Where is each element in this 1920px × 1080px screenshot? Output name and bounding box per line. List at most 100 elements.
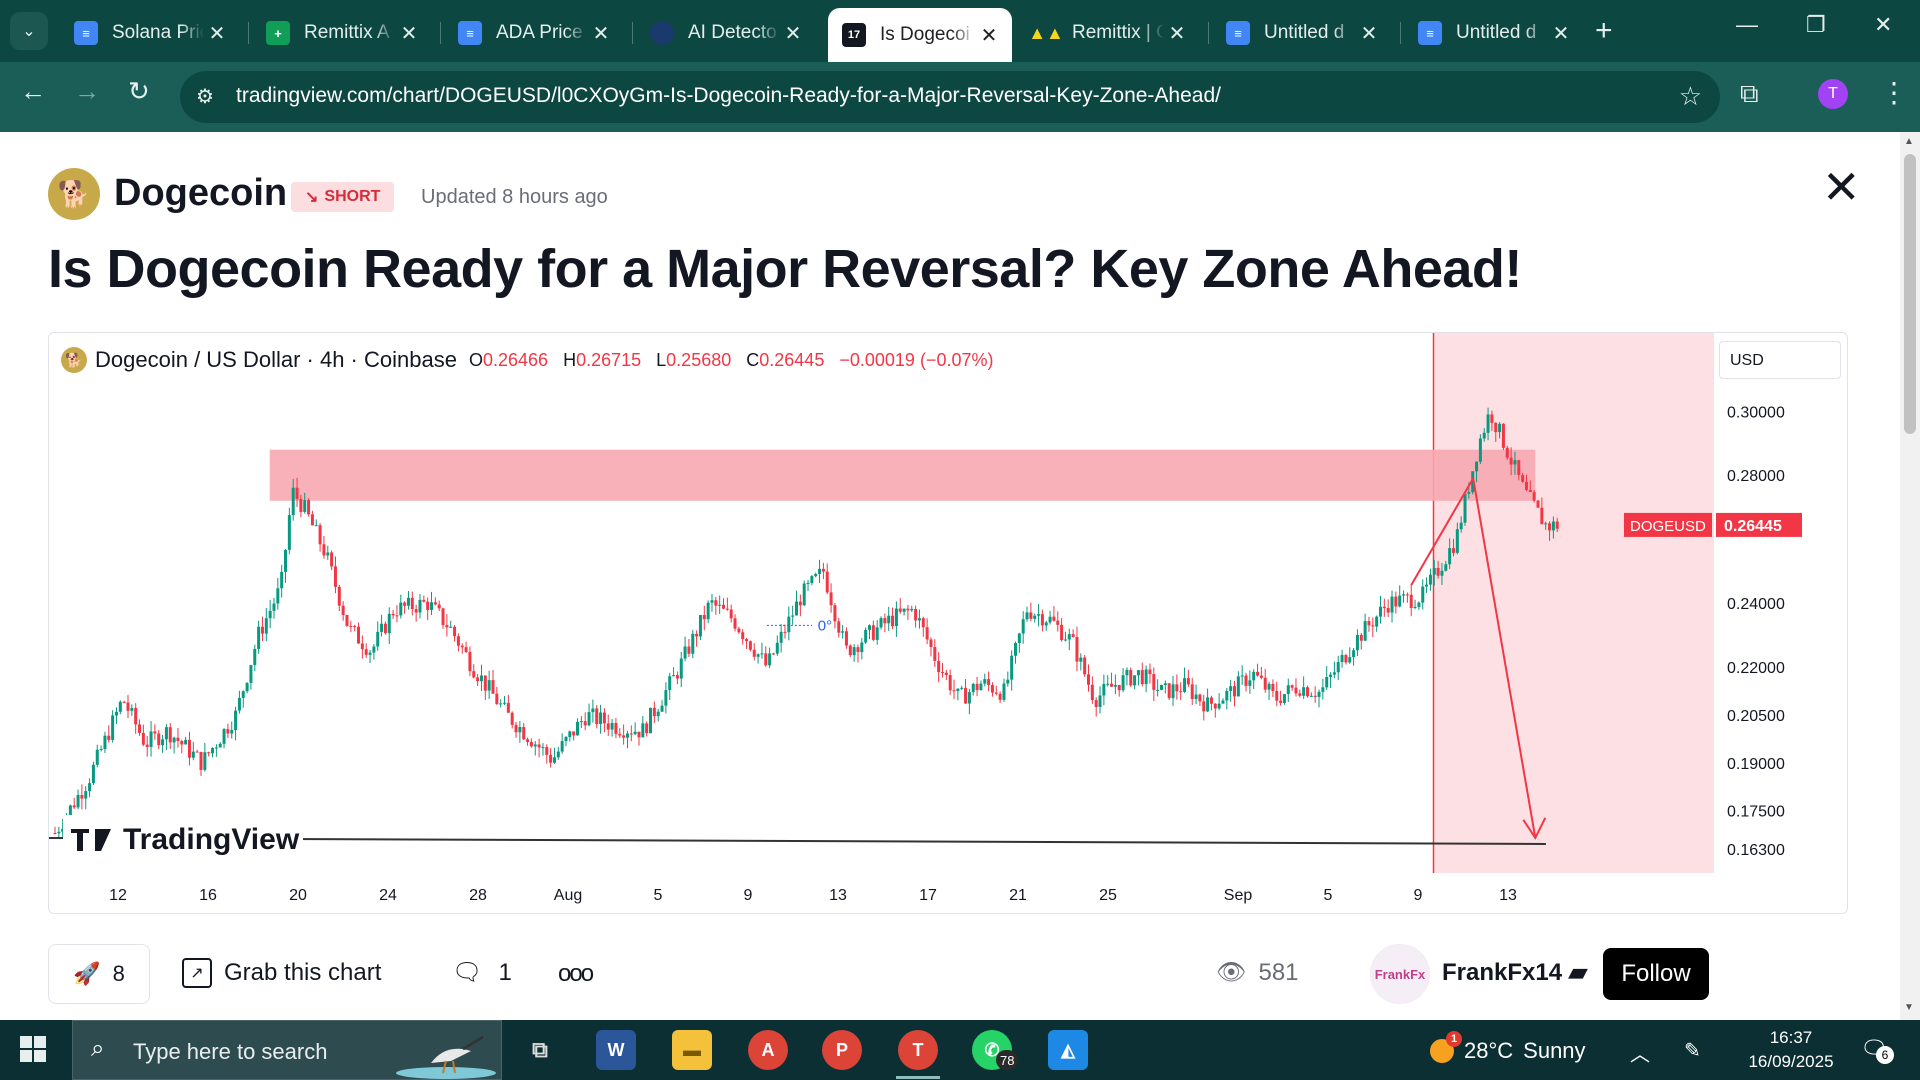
file-explorer-icon[interactable]: ▬	[672, 1030, 712, 1070]
candle	[967, 692, 971, 704]
scrollbar-thumb[interactable]	[1904, 154, 1916, 434]
page-scrollbar[interactable]: ▲ ▼	[1900, 132, 1920, 1020]
candle	[141, 732, 145, 745]
extensions-icon[interactable]: ⧉	[1740, 78, 1759, 108]
follow-button[interactable]: Follow	[1603, 948, 1709, 1000]
candle	[1325, 676, 1329, 688]
close-tab-icon[interactable]: ✕	[784, 22, 802, 45]
photos-icon[interactable]: ◭	[1048, 1030, 1088, 1070]
close-tab-icon[interactable]: ✕	[1552, 22, 1570, 45]
candle	[752, 649, 756, 657]
tab-search-button[interactable]: ⌄	[10, 12, 48, 50]
author-avatar[interactable]: FrankFx	[1370, 944, 1430, 1004]
candle	[576, 721, 580, 736]
chrome-profile-p-icon[interactable]: P	[822, 1030, 862, 1070]
tab-remittix-sheet[interactable]: + Remittix A ✕	[252, 12, 432, 54]
candle	[875, 627, 879, 640]
coin-name[interactable]: Dogecoin	[114, 172, 288, 214]
candle	[641, 723, 645, 738]
candle	[1421, 586, 1425, 603]
tab-untitled-2[interactable]: ≡ Untitled d ✕	[1404, 12, 1584, 54]
close-tab-icon[interactable]: ✕	[208, 22, 226, 45]
word-icon[interactable]: W	[596, 1030, 636, 1070]
candle	[1340, 655, 1344, 663]
close-tab-icon[interactable]: ✕	[1360, 22, 1378, 45]
grab-chart-button[interactable]: ↗ Grab this chart	[182, 958, 381, 988]
candle	[1490, 414, 1494, 423]
candle	[937, 660, 941, 673]
candle	[433, 602, 437, 605]
notification-icon[interactable]: 🗨 6	[1860, 1036, 1894, 1064]
candle	[383, 623, 387, 634]
close-tab-icon[interactable]: ✕	[592, 22, 610, 45]
reload-icon[interactable]: ↻	[128, 76, 150, 106]
currency-selector[interactable]: USD	[1719, 341, 1841, 379]
candle	[1409, 594, 1413, 608]
candle	[526, 739, 530, 743]
pen-icon[interactable]: ✎	[1684, 1040, 1701, 1062]
author-name[interactable]: FrankFx14 ▰	[1442, 959, 1588, 986]
candle	[207, 752, 211, 754]
bookmark-star-icon[interactable]: ☆	[1678, 81, 1702, 111]
candle	[138, 724, 142, 733]
back-icon[interactable]: ←	[20, 76, 46, 106]
tab-dogecoin[interactable]: 17 Is Dogecoi ✕	[828, 8, 1012, 62]
forward-icon[interactable]: →	[74, 76, 100, 106]
close-tab-icon[interactable]: ✕	[400, 22, 418, 45]
browser-menu-icon[interactable]: ⋮	[1880, 77, 1908, 108]
close-icon[interactable]: ✕	[1822, 161, 1861, 213]
candle	[821, 568, 825, 572]
tab-untitled-1[interactable]: ≡ Untitled d ✕	[1212, 12, 1392, 54]
tab-solana[interactable]: ≡ Solana Pric ✕	[60, 12, 240, 54]
candle	[1286, 685, 1290, 695]
candle	[879, 618, 883, 628]
tab-ai-detector[interactable]: AI Detecto ✕	[636, 12, 816, 54]
url-text[interactable]: tradingview.com/chart/DOGEUSD/l0CXOyGm-I…	[236, 84, 1221, 107]
chrome-profile-t-icon[interactable]: T	[898, 1030, 938, 1070]
scroll-down-icon[interactable]: ▼	[1904, 1002, 1914, 1013]
close-tab-icon[interactable]: ✕	[980, 24, 998, 47]
candle	[1486, 414, 1490, 433]
candle	[1517, 460, 1521, 475]
boost-button[interactable]: 🚀 8	[48, 944, 150, 1004]
chrome-profile-a-icon[interactable]: A	[748, 1030, 788, 1070]
candle	[960, 687, 964, 689]
profile-avatar[interactable]: T	[1818, 79, 1848, 109]
candle	[825, 571, 829, 593]
y-tick-label: 0.19000	[1727, 756, 1785, 773]
minimize-button[interactable]: —	[1736, 12, 1758, 37]
task-view-icon[interactable]: ⧉	[532, 1037, 548, 1062]
tab-ada[interactable]: ≡ ADA Price ✕	[444, 12, 624, 54]
candle	[1190, 684, 1194, 699]
more-options-icon[interactable]: ooo	[558, 960, 594, 987]
candle	[656, 711, 660, 717]
candle	[330, 552, 334, 567]
candle	[806, 582, 810, 584]
candle	[768, 653, 772, 666]
address-bar[interactable]: ⚙ tradingview.com/chart/DOGEUSD/l0CXOyGm…	[180, 71, 1720, 123]
chevron-up-icon[interactable]: ︿	[1630, 1044, 1650, 1066]
candle	[130, 708, 134, 711]
candle	[1110, 683, 1114, 687]
comments-button[interactable]: 🗨 1	[452, 958, 512, 987]
windows-start-icon[interactable]	[20, 1036, 46, 1062]
scroll-up-icon[interactable]: ▲	[1904, 136, 1914, 147]
x-tick-label: 5	[1324, 887, 1333, 904]
candle	[852, 647, 856, 656]
clock[interactable]: 16:37 16/09/2025	[1748, 1028, 1834, 1071]
site-info-icon[interactable]: ⚙	[196, 86, 214, 108]
candle	[564, 737, 568, 742]
close-window-button[interactable]: ✕	[1874, 12, 1893, 37]
candle	[902, 608, 906, 612]
candle	[1444, 564, 1448, 571]
candle	[510, 712, 514, 725]
candle	[710, 600, 714, 603]
candle	[814, 574, 818, 577]
weather-widget[interactable]: 1 28°C Sunny	[1430, 1031, 1586, 1064]
new-tab-button[interactable]: +	[1595, 14, 1613, 47]
chart-area[interactable]: 0° TradingView 0.30000 0.28000 0.24000 0.2200…	[48, 332, 1848, 914]
taskbar-search[interactable]: ⌕ Type here to search	[72, 1020, 502, 1080]
tab-remittix[interactable]: ▲▲ Remittix | C ✕	[1020, 12, 1200, 54]
close-tab-icon[interactable]: ✕	[1168, 22, 1186, 45]
restore-button[interactable]: ❐	[1806, 12, 1826, 37]
